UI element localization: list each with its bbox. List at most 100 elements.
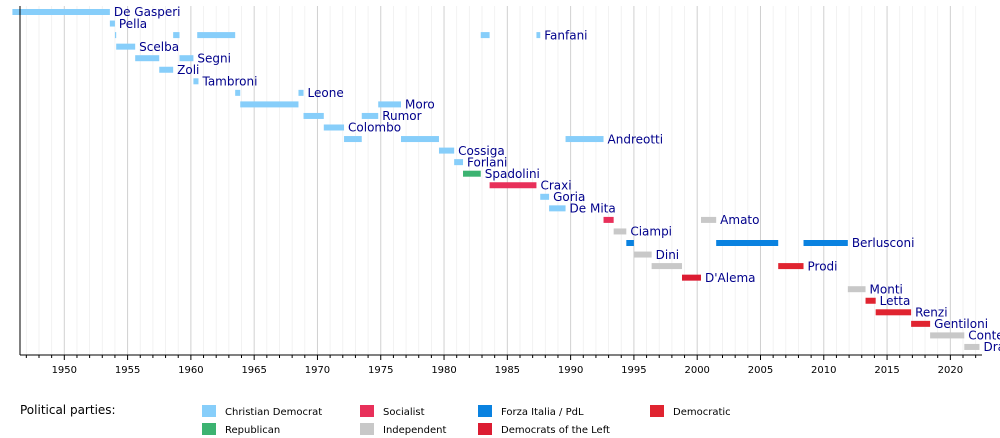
prime-minister-label: Fanfani [544,28,587,42]
legend-swatch [478,405,492,417]
legend-entry-label: Independent [383,425,446,436]
gridlines [25,6,977,355]
term-bar [865,297,876,304]
term-bar [109,20,115,27]
x-tick-label: 1955 [115,365,140,376]
term-bar [173,32,180,39]
term-bar [847,286,866,293]
x-tick-label: 2020 [938,365,963,376]
prime-minister-label: Pella [119,17,147,31]
term-bar [454,159,464,166]
legend-entry-label: Democrats of the Left [501,425,610,436]
x-tick-label: 1970 [305,365,330,376]
prime-minister-label: Zoli [177,63,199,77]
term-bar [778,263,804,270]
term-bar [489,182,537,189]
term-bar [401,136,439,143]
term-bar [438,147,455,154]
x-tick-label: 1985 [495,365,520,376]
x-tick-label: 1995 [621,365,646,376]
x-tick-label: 2015 [874,365,899,376]
prime-minister-label: Craxi [540,178,571,192]
term-bar [303,112,324,119]
term-bar [378,101,402,108]
term-bar [633,251,652,258]
x-tick-label: 1990 [558,365,583,376]
prime-minister-label: Goria [553,190,585,204]
term-bar [298,89,304,96]
legend-swatch [202,423,216,435]
prime-minister-label: De Mita [570,202,616,216]
legend-entry-label: Republican [225,425,280,436]
prime-minister-label: Gentiloni [934,317,988,331]
prime-minister-label: Conte [968,329,1000,343]
legend-entry-label: Forza Italia / PdL [501,407,584,418]
term-bar [930,332,965,339]
legend-entry-label: Democratic [673,407,731,418]
prime-minister-label: Segni [197,51,231,65]
term-bar [197,32,236,39]
x-axis: 1950 1955 1960 1965 1970 1975 1980 1985 1990 1995… [19,6,982,376]
legend-swatch [478,423,492,435]
x-tick-label: 1975 [368,365,393,376]
prime-minister-label: Tambroni [201,75,257,89]
prime-minister-label: De Gasperi [114,5,181,19]
term-bar [463,170,481,177]
prime-minister-label: Moro [405,98,435,112]
prime-minister-label: Cossiga [458,144,505,158]
prime-minister-label: Scelba [139,40,179,54]
term-bar [193,78,199,85]
prime-minister-label: Colombo [348,121,401,135]
prime-minister-label: Dini [656,248,680,262]
term-bar [911,320,931,327]
term-bars [12,9,980,350]
term-bar [235,89,241,96]
term-bar [875,309,912,316]
x-tick-label: 2010 [811,365,836,376]
prime-minister-label: Forlani [467,155,507,169]
prime-minister-label: Draghi [983,340,1000,354]
legend-swatch [360,405,374,417]
prime-minister-label: Prodi [808,259,838,273]
x-tick-label: 2000 [684,365,709,376]
term-bar [565,136,604,143]
legend-swatch [360,423,374,435]
term-bar [240,101,299,108]
legend-entry-label: Socialist [383,407,425,418]
term-bar [603,216,614,223]
term-bar [700,216,717,223]
x-tick-label: 1980 [431,365,456,376]
prime-minister-label: Renzi [915,306,947,320]
term-bar [716,240,779,246]
legend-swatch [650,405,664,417]
term-bar [159,66,174,73]
term-bar [480,32,490,39]
term-bar [135,55,160,62]
prime-minister-label: Leone [308,86,344,100]
term-bar [344,136,362,143]
term-bar [12,9,110,15]
prime-minister-label: Andreotti [608,132,664,146]
term-bar [613,228,627,235]
prime-minister-label: Rumor [382,109,421,123]
prime-minister-label: Monti [870,282,903,296]
legend-entry-label: Christian Democrat [225,407,322,418]
prime-minister-label: Amato [720,213,759,227]
term-bar [179,55,194,62]
x-tick-label: 1960 [178,365,203,376]
term-bar [549,205,566,212]
x-tick-label: 1950 [52,365,77,376]
term-bar [964,343,980,350]
term-bar [116,43,136,50]
term-bar [114,32,117,39]
term-bar [651,263,683,270]
prime-minister-label: Letta [880,294,911,308]
party-legend: Political parties: Christian Democrat Repu… [20,403,731,436]
term-bar [536,32,541,39]
term-bar [323,124,345,131]
term-bar [626,240,634,246]
prime-minister-label: Spadolini [485,167,540,181]
term-bar [361,112,379,119]
